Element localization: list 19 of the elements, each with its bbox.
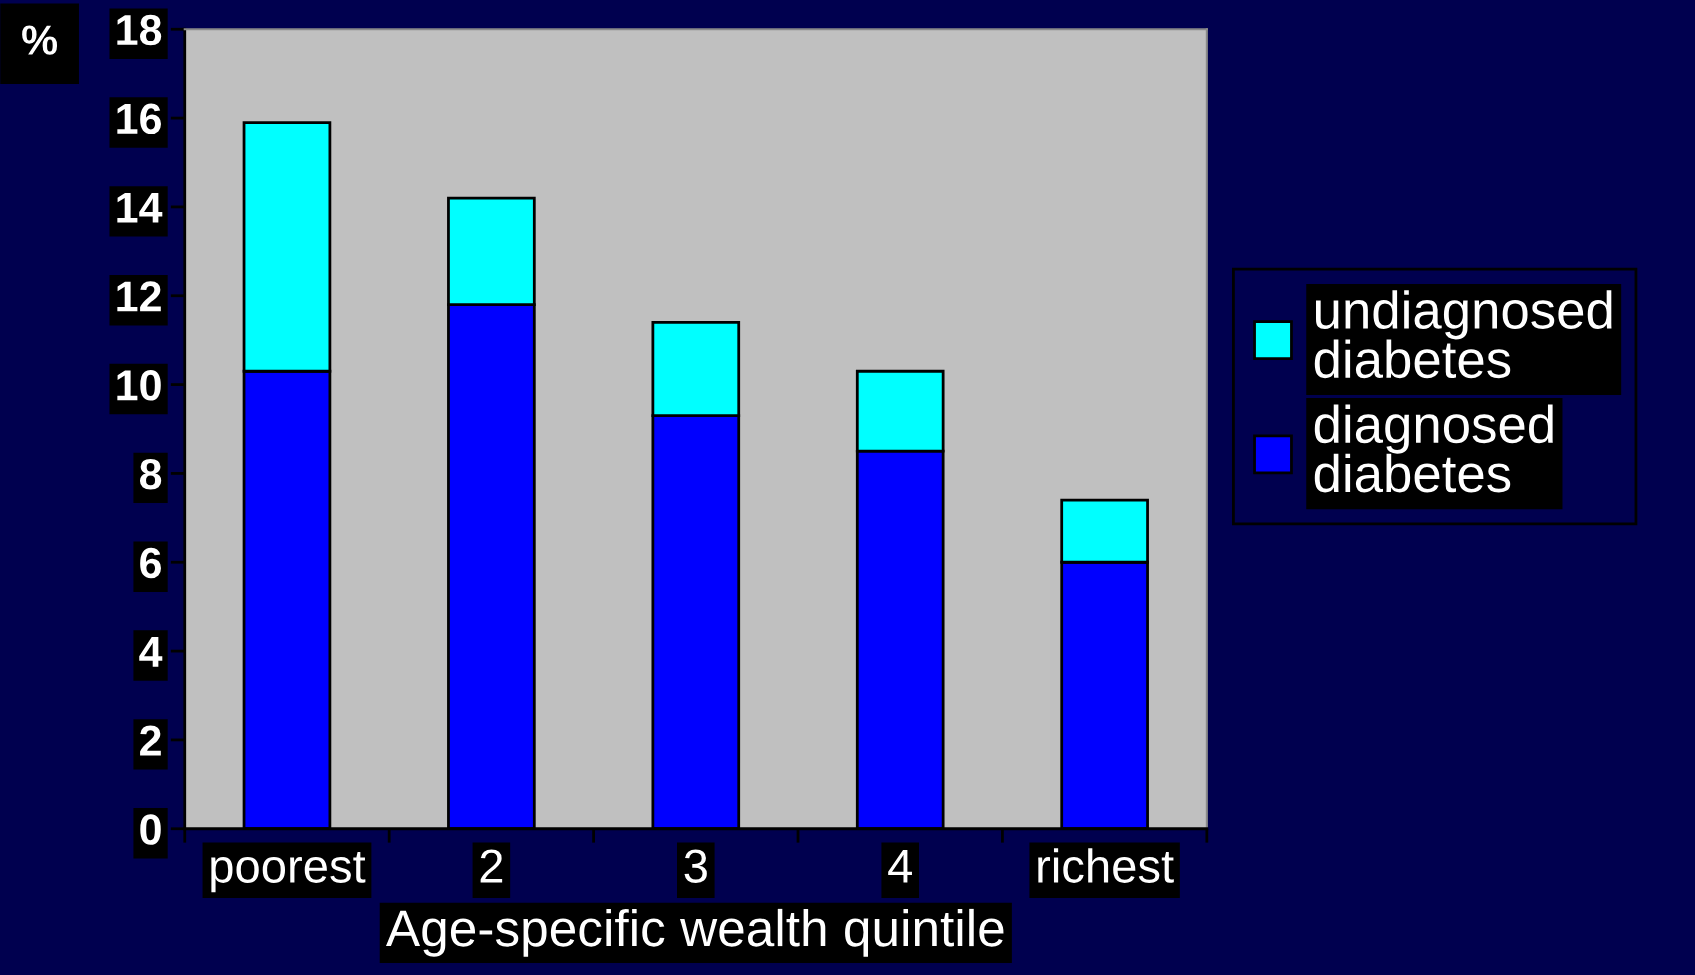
y-tick-label: 8	[139, 458, 162, 490]
legend-label: diagnosed diabetes	[1314, 404, 1553, 493]
y-tick-label: 4	[139, 637, 163, 667]
y-tick-label: 16	[117, 103, 161, 135]
x-tick-label: 4	[888, 849, 912, 883]
x-tick-label: 3	[684, 849, 707, 883]
x-tick-label: 2	[480, 849, 503, 883]
y-tick-label: 14	[117, 192, 163, 223]
y-tick-label: 6	[140, 547, 161, 579]
y-tick-label: 2	[140, 725, 161, 756]
legend-label: undiagnosed diabetes	[1314, 290, 1612, 379]
x-tick-label: richest	[1038, 848, 1174, 883]
y-tick-label: 12	[117, 281, 161, 312]
x-axis-title: Age-specific wealth quintile	[385, 908, 1004, 957]
y-tick-label: 0	[140, 814, 161, 845]
y-tick-label: 10	[117, 370, 161, 401]
y-tick-label: 18	[117, 14, 162, 46]
x-tick-label: poorest	[211, 851, 366, 893]
y-axis-title: %	[22, 25, 58, 55]
